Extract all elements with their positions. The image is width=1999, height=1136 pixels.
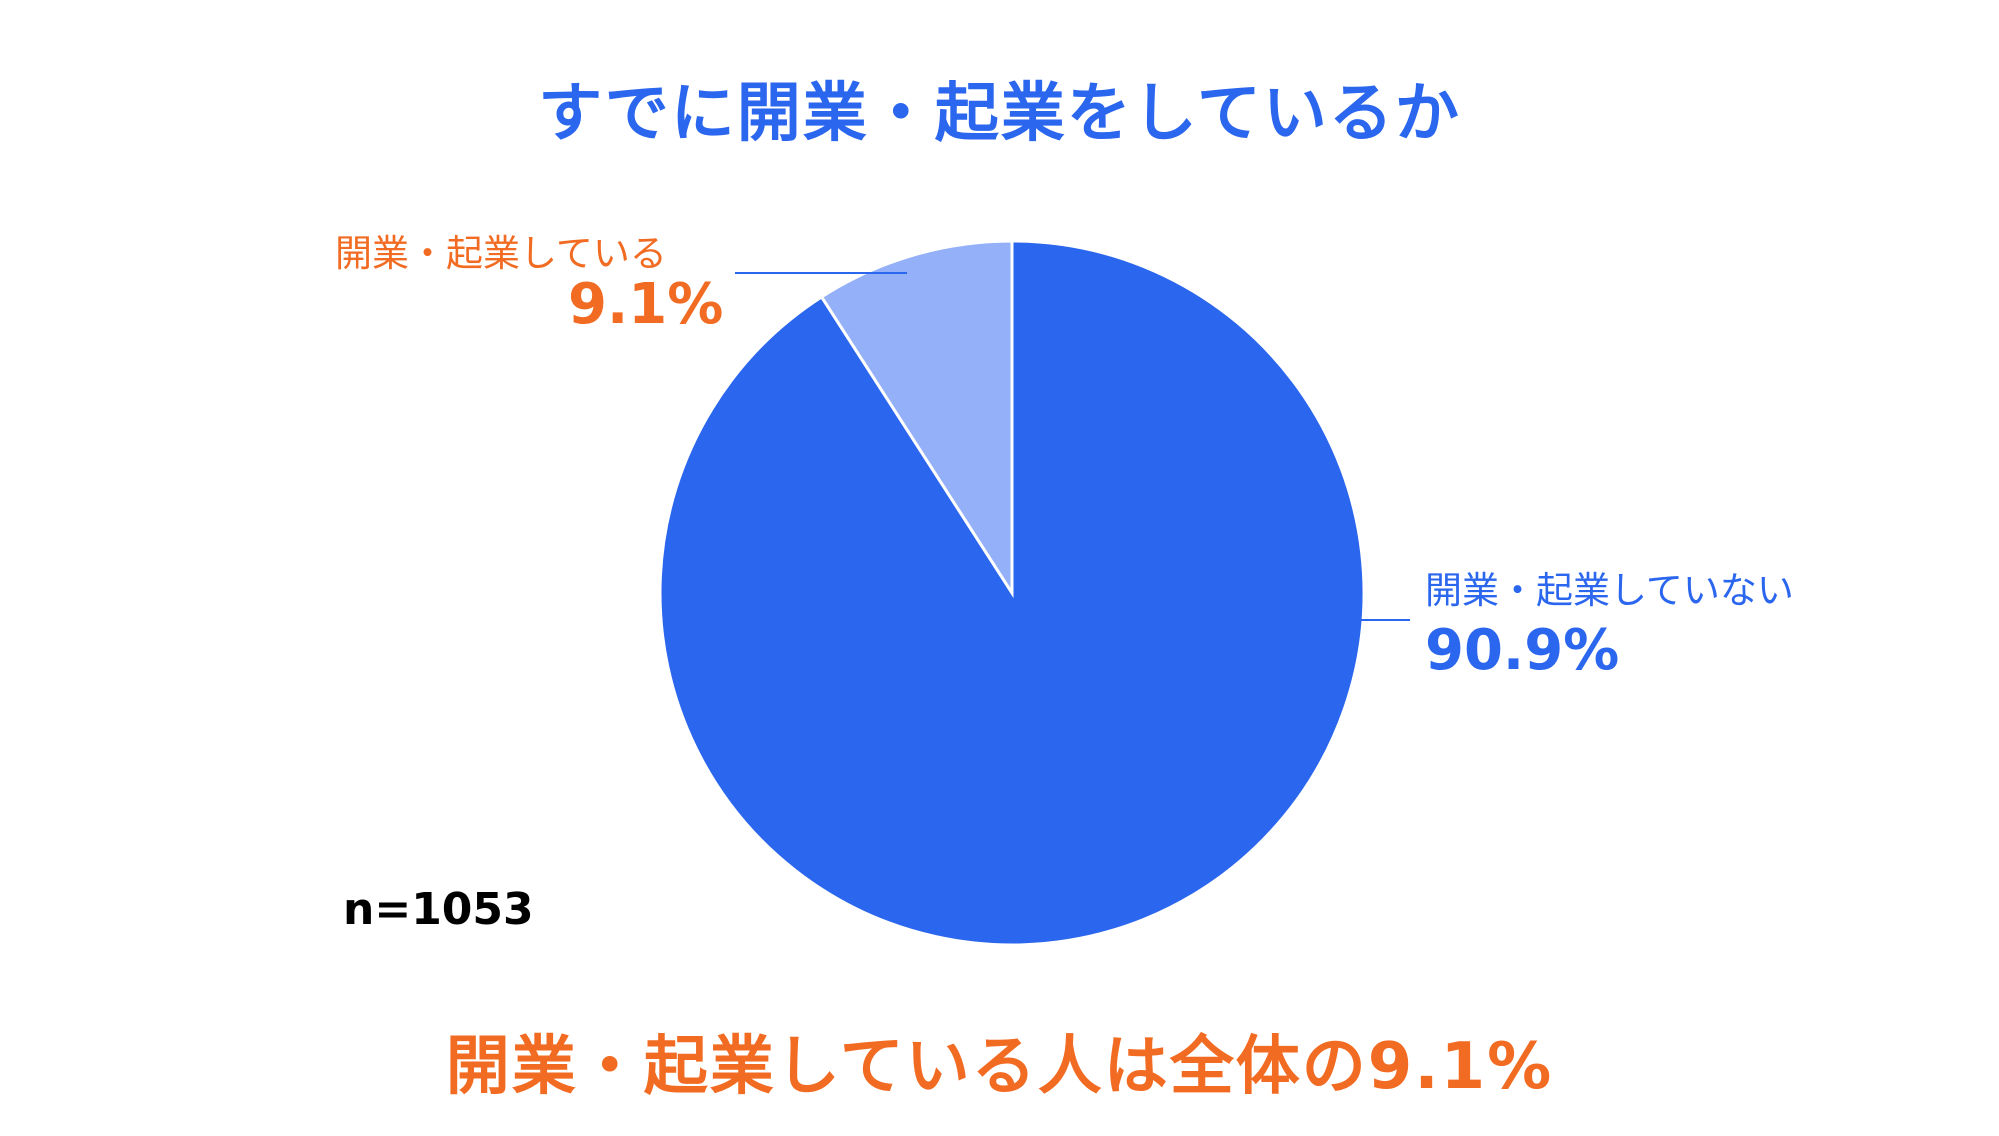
conclusion-text: 開業・起業している人は全体の9.1% [445, 1030, 1554, 1104]
chart-title: すでに開業・起業をしているか [538, 77, 1461, 151]
slice-value-starting-business: 9.1% [568, 272, 724, 337]
slice-value-not-starting-business: 90.9% [1425, 618, 1620, 683]
pie-slice-not-starting-business [658, 239, 1366, 947]
slice-label-not-starting-business: 開業・起業していない [1425, 569, 1794, 612]
pie-slice-starting-business [819, 239, 1014, 599]
slice-label-starting-business: 開業・起業している [335, 232, 667, 275]
sample-size-label: n=1053 [343, 884, 534, 935]
